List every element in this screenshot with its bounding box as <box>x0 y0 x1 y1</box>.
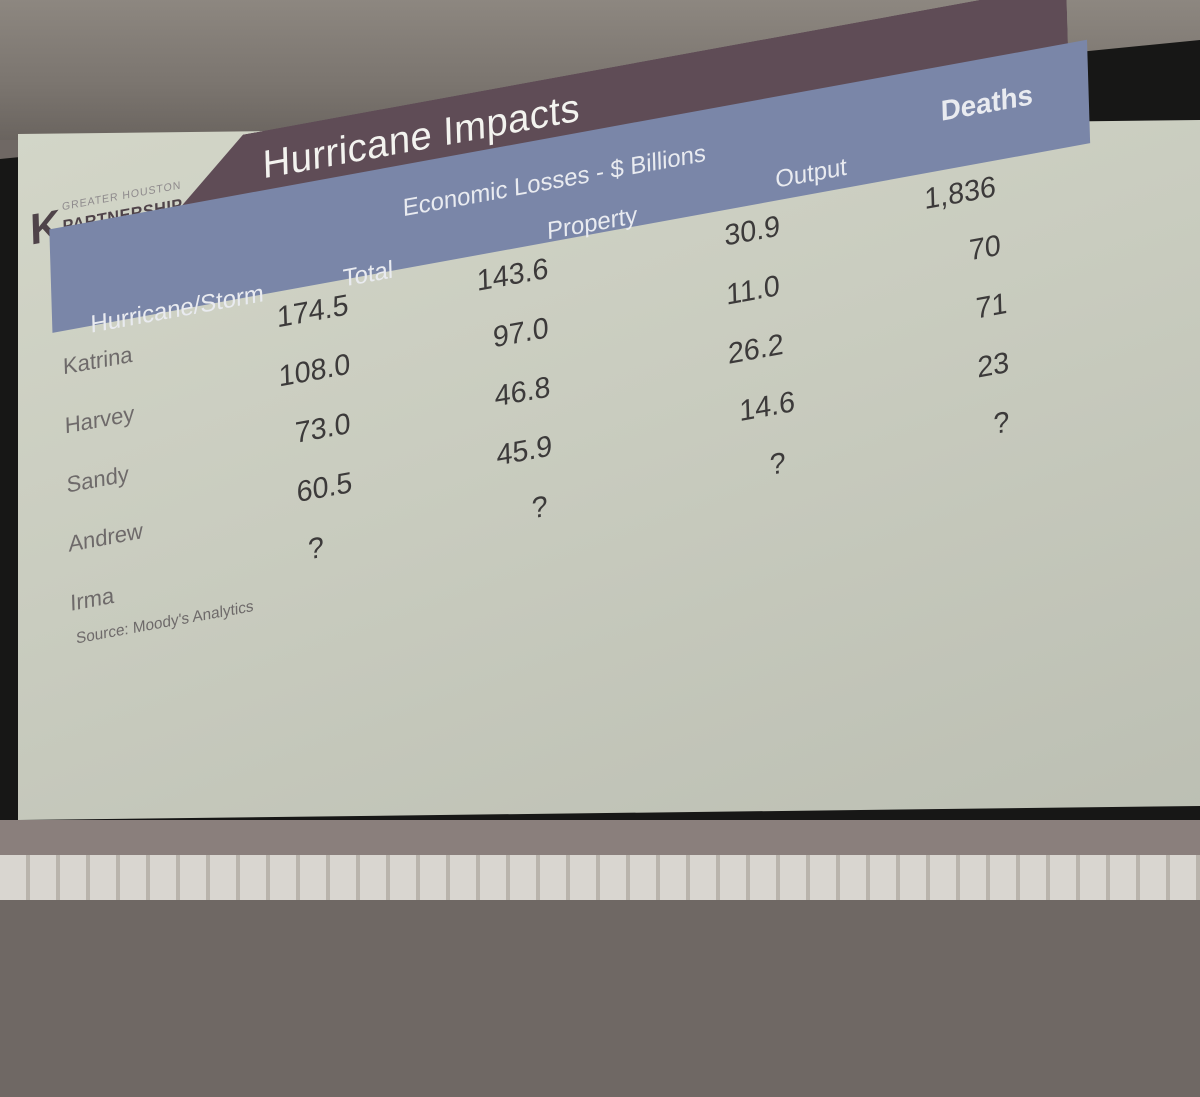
output-value: 30.9 <box>723 209 781 253</box>
output-value: 26.2 <box>727 328 785 371</box>
property-value: 97.0 <box>492 311 550 355</box>
output-value: 14.6 <box>738 385 796 429</box>
total-value: 108.0 <box>278 347 351 394</box>
total-value: 174.5 <box>276 288 349 335</box>
storm-name: Harvey <box>64 400 135 439</box>
storm-name: Katrina <box>62 341 133 380</box>
storm-name: Irma <box>69 582 115 616</box>
column-header-deaths: Deaths <box>940 79 1034 128</box>
storm-name: Andrew <box>68 517 144 557</box>
deaths-value: 23 <box>976 346 1010 385</box>
total-value: 73.0 <box>294 407 351 450</box>
property-value: 143.6 <box>476 252 549 298</box>
output-value: 11.0 <box>725 269 781 312</box>
deaths-value: 1,836 <box>923 170 997 216</box>
property-value: 46.8 <box>494 370 551 414</box>
total-value: ? <box>307 530 325 567</box>
column-header-storm: Hurricane/Storm <box>90 279 265 339</box>
total-value: 60.5 <box>296 466 353 509</box>
wall-band <box>0 820 1200 855</box>
column-header-output: Output <box>774 153 848 194</box>
output-value: ? <box>769 446 787 482</box>
column-header-property: Property <box>546 201 638 246</box>
property-value: 45.9 <box>496 429 553 473</box>
deaths-value: ? <box>992 405 1010 442</box>
deaths-value: 70 <box>968 228 1002 268</box>
storm-name: Sandy <box>66 460 130 498</box>
deaths-value: 71 <box>975 287 1008 326</box>
property-value: ? <box>531 490 549 526</box>
column-header-total: Total <box>342 255 394 293</box>
window-blinds <box>0 855 1200 900</box>
